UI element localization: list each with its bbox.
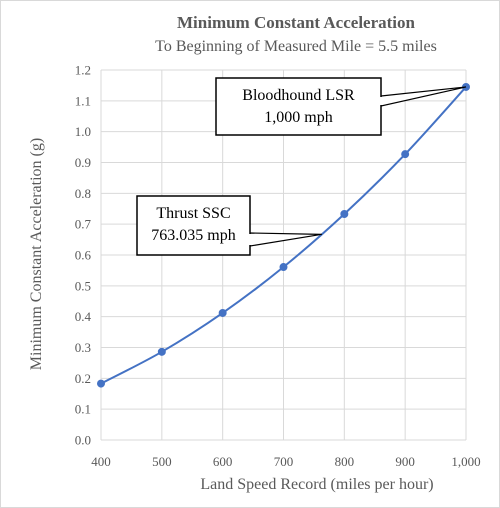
gridlines [100,69,467,441]
y-tick-label: 0.2 [75,371,91,386]
y-tick-label: 0.1 [75,402,91,417]
x-axis-label: Land Speed Record (miles per hour) [200,476,433,493]
x-tick-label: 500 [152,454,172,469]
data-point [401,150,410,159]
y-tick-label: 0.4 [75,309,92,324]
y-tick-label: 0.6 [75,248,92,263]
y-tick-label: 0.5 [75,278,91,293]
x-axis-ticks: 400 500 600 700 800 900 1,000 [91,454,480,469]
callout: Thrust SSC 763.035 mph [136,195,322,256]
y-axis-ticks: 0.0 0.1 0.2 0.3 0.4 0.5 0.6 0.7 0.8 0.9 1.0 1.1 1.2 [75,63,92,448]
series [97,82,470,388]
callout-box [215,77,382,136]
y-tick-label: 1.0 [75,124,91,139]
chart-subtitle: To Beginning of Measured Mile = 5.5 mile… [155,38,437,55]
y-tick-label: 1.2 [75,63,91,78]
x-tick-label: 1,000 [451,454,480,469]
callout-text: Thrust SSC [156,205,230,222]
callout-pointer [380,86,467,107]
y-tick-label: 0.9 [75,155,91,170]
y-tick-label: 0.3 [75,340,91,355]
x-tick-label: 600 [213,454,233,469]
chart-title: Minimum Constant Acceleration [177,13,416,32]
x-tick-label: 800 [335,454,355,469]
callout-text: Bloodhound LSR [242,87,355,104]
x-tick-label: 700 [274,454,294,469]
data-point [157,347,166,356]
y-tick-label: 1.1 [75,93,91,108]
annotations: Bloodhound LSR 1,000 mph Thrust SSC 763.035… [136,77,467,256]
data-point [97,379,105,388]
y-axis-label: Minimum Constant Acceleration (g) [28,138,45,370]
callout-text: 763.035 mph [151,227,235,244]
data-point [279,263,288,272]
x-tick-label: 400 [91,454,111,469]
callout-text: 1,000 mph [264,109,332,126]
callout: Bloodhound LSR 1,000 mph [215,77,467,136]
y-tick-label: 0.8 [75,186,91,201]
y-tick-label: 0.7 [75,217,92,232]
data-point [218,308,227,317]
callout-box [136,195,251,256]
x-tick-label: 900 [395,454,415,469]
data-point [340,209,349,218]
y-tick-label: 0.0 [75,433,91,448]
